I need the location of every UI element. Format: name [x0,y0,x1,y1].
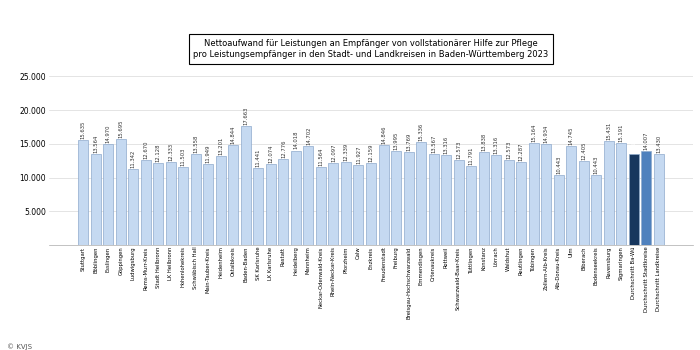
Bar [279,159,288,245]
Bar [503,160,514,245]
Bar [616,142,626,245]
Text: 15.635: 15.635 [80,120,86,139]
Bar [379,145,389,245]
Bar [253,168,263,245]
Text: 12.776: 12.776 [281,139,286,158]
Bar [354,164,363,245]
Text: 11.441: 11.441 [256,148,261,167]
Bar [541,144,551,245]
Text: 14.844: 14.844 [231,125,236,144]
Bar [291,150,301,245]
Text: 12.573: 12.573 [456,141,461,159]
Bar [116,139,126,245]
Bar [466,166,476,245]
Text: 12.097: 12.097 [331,144,336,162]
Text: 12.573: 12.573 [506,141,511,159]
Bar [441,155,451,245]
Bar [579,161,589,245]
Bar [204,164,214,245]
Bar [328,163,339,245]
Title: Nettoaufwand für Leistungen an Empfänger von vollstationärer Hilfe zur Pflege
pr: Nettoaufwand für Leistungen an Empfänger… [193,38,549,60]
Bar [78,140,88,245]
Text: 15.695: 15.695 [118,120,123,138]
Text: 12.074: 12.074 [268,144,274,163]
Bar [228,145,239,245]
Text: 12.333: 12.333 [168,143,174,161]
Text: 13.769: 13.769 [406,133,411,151]
Text: 14.702: 14.702 [306,126,311,145]
Bar [566,146,576,245]
Bar [629,154,638,245]
Text: 13.316: 13.316 [444,136,449,154]
Bar [491,155,501,245]
Bar [316,167,326,245]
Text: 12.287: 12.287 [519,143,524,161]
Text: 14.745: 14.745 [568,126,574,145]
Bar [341,162,351,245]
Text: 13.564: 13.564 [93,134,98,153]
Bar [91,154,101,245]
Bar [592,175,601,245]
Text: 13.995: 13.995 [393,131,398,150]
Text: 15.191: 15.191 [619,123,624,142]
Bar [216,156,226,245]
Text: 14.007: 14.007 [644,131,649,149]
Text: 13.201: 13.201 [218,136,223,155]
Bar [241,126,251,245]
Text: 11.564: 11.564 [318,148,323,166]
Text: 13.567: 13.567 [431,134,436,153]
Bar [128,169,139,245]
Bar [178,167,188,245]
Text: 13.430: 13.430 [656,135,662,153]
Bar [554,175,564,245]
Bar [366,163,376,245]
Bar [166,162,176,245]
Text: 11.927: 11.927 [356,145,361,163]
Text: 15.336: 15.336 [419,122,423,141]
Text: 12.159: 12.159 [368,144,374,162]
Text: 12.339: 12.339 [344,142,349,161]
Text: 13.316: 13.316 [494,136,498,154]
Bar [641,150,651,245]
Text: 12.405: 12.405 [581,142,586,160]
Bar [391,150,401,245]
Text: 11.949: 11.949 [206,145,211,163]
Text: 10.443: 10.443 [556,155,561,174]
Bar [479,152,489,245]
Bar [528,143,538,245]
Bar [454,160,463,245]
Bar [428,154,439,245]
Text: 15.164: 15.164 [531,123,536,142]
Bar [153,163,163,245]
Bar [603,141,614,245]
Text: 11.791: 11.791 [468,146,474,164]
Text: 13.838: 13.838 [481,132,486,151]
Text: 17.663: 17.663 [244,106,248,125]
Text: 14.846: 14.846 [381,125,386,144]
Bar [303,146,314,245]
Text: 15.431: 15.431 [606,121,611,140]
Bar [104,144,113,245]
Text: 11.503: 11.503 [181,148,186,167]
Text: 10.443: 10.443 [594,155,598,174]
Text: 12.128: 12.128 [156,144,161,162]
Text: 13.568: 13.568 [631,134,636,153]
Bar [191,154,201,245]
Bar [403,152,414,245]
Text: 13.558: 13.558 [193,134,198,153]
Bar [141,160,150,245]
Text: 12.670: 12.670 [144,140,148,159]
Bar [654,154,664,245]
Bar [416,142,426,245]
Bar [266,163,276,245]
Text: 14.934: 14.934 [544,125,549,143]
Text: 14.970: 14.970 [106,125,111,143]
Text: 11.342: 11.342 [131,149,136,168]
Bar [516,162,526,245]
Text: © KVJS: © KVJS [7,343,32,350]
Text: 14.018: 14.018 [293,131,298,149]
